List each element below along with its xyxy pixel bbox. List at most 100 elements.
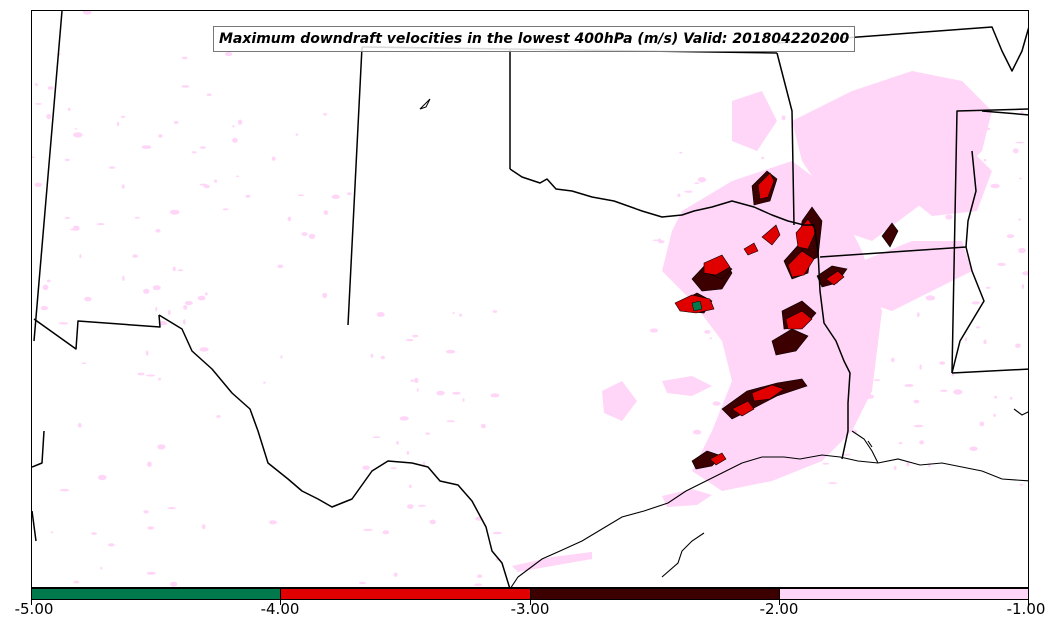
downdraft-speckle — [429, 519, 437, 525]
lake — [419, 98, 431, 110]
downdraft-speckle — [182, 319, 186, 325]
downdraft-speckle — [172, 266, 176, 272]
downdraft-speckle — [34, 83, 38, 87]
downdraft-speckle — [994, 395, 998, 399]
downdraft-speckle — [399, 416, 409, 421]
downdraft-speckle — [416, 388, 419, 392]
map-title: Maximum downdraft velocities in the lowe… — [213, 26, 856, 52]
downdraft-speckle — [280, 355, 283, 359]
downdraft-speckle — [1022, 271, 1028, 276]
downdraft-speckle — [84, 296, 92, 302]
downdraft-speckle — [96, 223, 105, 226]
downdraft-speckle — [216, 415, 221, 418]
downdraft-speckle — [232, 125, 235, 128]
downdraft-speckle — [823, 196, 828, 201]
downdraft-speckle — [170, 581, 178, 587]
downdraft-speckle — [347, 192, 352, 196]
downdraft-speckle — [145, 350, 149, 356]
downdraft-speckle — [697, 177, 707, 183]
downdraft-speckle — [822, 462, 830, 465]
downdraft-speckle — [452, 391, 461, 395]
downdraft-speckle — [969, 446, 978, 452]
downdraft-speckle — [116, 121, 120, 127]
downdraft-speckle — [993, 413, 996, 417]
downdraft-speckle — [997, 262, 1006, 266]
downdraft-speckle — [59, 488, 70, 492]
downdraft-speckle — [781, 115, 786, 121]
downdraft-speckle — [1006, 234, 1015, 239]
downdraft-speckle — [199, 347, 209, 352]
downdraft-speckle — [1021, 284, 1024, 289]
downdraft-speckle — [724, 464, 732, 470]
downdraft-speckle — [158, 134, 163, 138]
colorbar-tick-label: -4.00 — [260, 600, 300, 618]
downdraft-speckle — [739, 315, 747, 320]
downdraft-speckle — [979, 421, 985, 427]
colorbar-tick — [280, 600, 281, 605]
downdraft-speckle — [77, 423, 82, 428]
downdraft-speckle — [957, 202, 967, 205]
downdraft-speckle — [490, 393, 500, 398]
downdraft-speckle — [181, 56, 188, 60]
downdraft-speckle — [417, 504, 427, 507]
downdraft-speckle — [677, 193, 681, 198]
downdraft-speckle — [885, 164, 888, 167]
downdraft-speckle — [709, 337, 713, 340]
downdraft-speckle — [372, 436, 381, 438]
downdraft-speckle — [122, 275, 125, 281]
downdraft-speckle — [184, 300, 193, 306]
downdraft-speckle — [147, 526, 154, 530]
downdraft-speckle — [832, 112, 836, 118]
downdraft-speckle — [679, 151, 683, 154]
downdraft-speckle — [141, 145, 152, 150]
colorbar-tick — [530, 600, 531, 605]
downdraft-speckle — [798, 441, 806, 446]
downdraft-speckle — [913, 399, 920, 404]
colorbar — [31, 588, 1029, 600]
downdraft-speckle — [222, 208, 229, 211]
downdraft-speckle — [167, 309, 171, 316]
colorbar-tick-label: -5.00 — [14, 600, 54, 618]
downdraft-speckle — [271, 156, 276, 161]
downdraft-field-light — [512, 71, 992, 572]
downdraft-speckle — [649, 328, 659, 333]
colorbar-tick-label: -1.00 — [1006, 600, 1046, 618]
downdraft-speckle — [948, 118, 955, 122]
downdraft-speckle — [204, 292, 208, 296]
downdraft-speckle — [829, 419, 836, 426]
downdraft-speckle — [1018, 177, 1022, 180]
downdraft-speckle — [34, 182, 43, 187]
downdraft-speckle — [799, 213, 806, 215]
downdraft-speckle — [964, 337, 968, 342]
downdraft-speckle — [972, 120, 975, 126]
downdraft-speckle — [390, 467, 398, 470]
downdraft-speckle — [744, 293, 747, 296]
downdraft-speckle — [452, 311, 455, 315]
downdraft-speckle — [436, 390, 445, 396]
downdraft-speckle — [406, 450, 410, 455]
downdraft-speckle — [832, 148, 838, 153]
downdraft-speckle — [382, 530, 390, 535]
map-canvas — [32, 11, 1028, 587]
downdraft-speckle — [363, 528, 373, 531]
downdraft-speckle — [157, 444, 166, 450]
downdraft-speckle — [492, 310, 498, 313]
downdraft-speckle — [734, 242, 739, 246]
downdraft-speckle — [67, 107, 71, 111]
downdraft-speckle — [492, 531, 502, 535]
downdraft-speckle — [1015, 141, 1024, 144]
downdraft-speckle — [362, 465, 370, 470]
downdraft-speckle — [750, 178, 760, 181]
downdraft-speckle — [97, 474, 107, 481]
downdraft-speckle — [287, 216, 292, 222]
downdraft-speckle — [459, 313, 463, 317]
downdraft-speckle — [906, 461, 910, 467]
downdraft-speckle — [201, 524, 206, 530]
downdraft-speckle — [983, 127, 991, 131]
downdraft-speckle — [74, 128, 78, 130]
downdraft-speckle — [704, 330, 711, 334]
downdraft-speckle — [224, 51, 233, 57]
downdraft-speckle — [813, 133, 816, 140]
downdraft-speckle — [155, 229, 161, 233]
colorbar-bin-strongest — [32, 589, 281, 599]
